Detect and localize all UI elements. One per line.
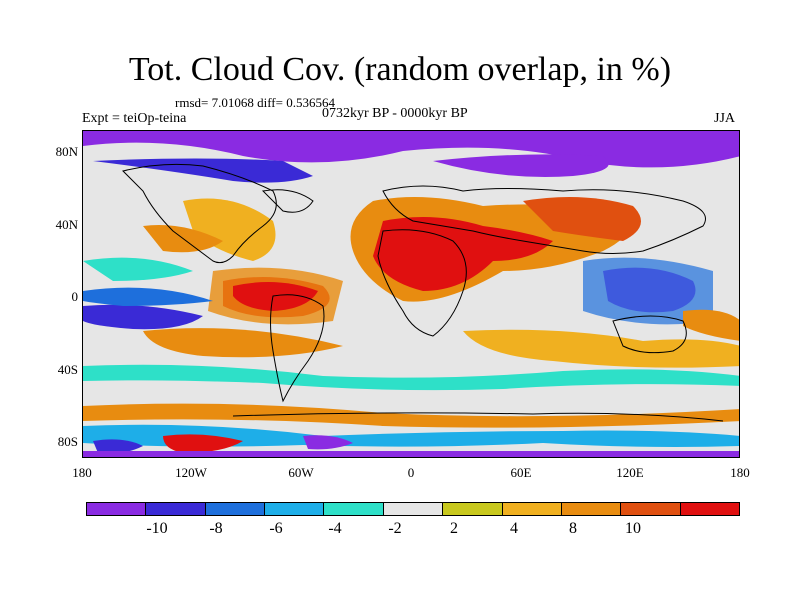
colorbar-label: -8 — [209, 520, 223, 537]
x-label-60w: 60W — [288, 465, 314, 480]
colorbar-box — [502, 503, 562, 515]
map-field — [83, 131, 739, 457]
colorbar-box — [383, 503, 444, 515]
colorbar-label: -10 — [146, 520, 168, 537]
colorbar-label: -2 — [388, 520, 402, 537]
colorbar-label: 10 — [625, 520, 641, 537]
y-label-40n: 40N — [55, 217, 78, 232]
colorbar-box — [205, 503, 266, 515]
colorbar-label: 8 — [569, 520, 577, 537]
x-label-120e: 120E — [616, 465, 644, 480]
colorbar-box — [443, 503, 503, 515]
chart-title: Tot. Cloud Cov. (random overlap, in %) — [128, 51, 672, 88]
x-label-0: 0 — [407, 465, 415, 480]
colorbar-box — [324, 503, 384, 515]
x-label-120w: 120W — [175, 465, 207, 480]
colorbar-box — [265, 503, 325, 515]
colorbar-label: -4 — [328, 520, 342, 537]
colorbar-box — [680, 503, 739, 515]
colorbar-box — [146, 503, 206, 515]
y-label-80n: 80N — [55, 144, 78, 159]
y-label-40s: 40S — [57, 362, 78, 377]
stats-text: rmsd= 7.01068 diff= 0.536564 — [175, 95, 335, 110]
colorbar-box — [87, 503, 147, 515]
x-label-180-left: 180 — [72, 465, 92, 480]
colorbar-box — [621, 503, 681, 515]
y-label-0: 0 — [71, 289, 79, 304]
x-label-180-right: 180 — [730, 465, 750, 480]
colorbar-label: -6 — [269, 520, 283, 537]
x-label-60e: 60E — [510, 465, 532, 480]
cloud-cover-map — [82, 130, 740, 458]
season-label: JJA — [714, 111, 736, 126]
period-label: 0732kyr BP - 0000kyr BP — [322, 106, 468, 121]
y-label-80s: 80S — [57, 434, 78, 449]
colorbar-label: 2 — [450, 520, 458, 537]
colorbar-box — [561, 503, 622, 515]
colorbar-label: 4 — [510, 520, 518, 537]
experiment-label: Expt = teiOp-teina — [82, 111, 187, 126]
colorbar — [86, 502, 740, 516]
